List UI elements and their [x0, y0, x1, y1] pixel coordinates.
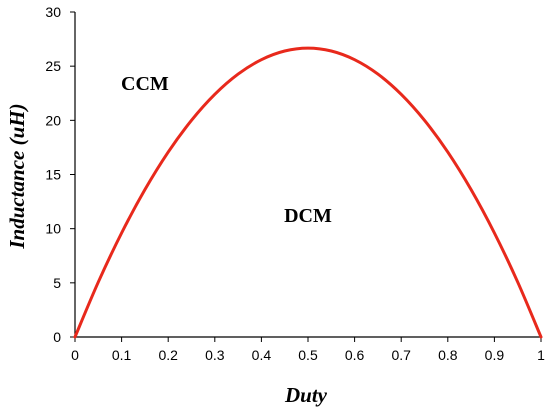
y-ticks-group: 0 5 10 15 20 25 30	[45, 4, 75, 345]
region-label-ccm: CCM	[121, 73, 169, 95]
x-tick-label: 0.2	[158, 347, 178, 363]
y-tick-label: 0	[53, 329, 61, 345]
x-tick-label: 0.5	[298, 347, 318, 363]
x-tick-label: 0.9	[485, 347, 505, 363]
x-tick-label: 0.7	[391, 347, 411, 363]
x-tick-label: 0	[71, 347, 79, 363]
annotation-layer: CCM DCM	[121, 73, 332, 227]
y-axis-title: Inductance (uH)	[5, 103, 29, 249]
region-label-dcm: DCM	[284, 205, 332, 227]
y-tick-label: 20	[45, 112, 61, 128]
y-tick-label: 5	[53, 275, 61, 291]
y-tick-label: 10	[45, 221, 61, 237]
series-layer	[73, 46, 543, 339]
x-tick-label: 0.8	[438, 347, 458, 363]
x-tick-label: 0.6	[345, 347, 365, 363]
x-tick-label: 1	[537, 347, 545, 363]
x-tick-label: 0.4	[252, 347, 272, 363]
y-tick-label: 25	[45, 58, 61, 74]
inductance-curve	[73, 46, 543, 339]
axes-group	[74, 12, 541, 338]
x-tick-label: 0.3	[205, 347, 225, 363]
x-tick-label: 0.1	[112, 347, 132, 363]
y-tick-label: 15	[45, 167, 61, 183]
x-ticks-group: 0 0.1 0.2 0.3 0.4 0.5 0.6 0.7 0.8 0.9 1	[71, 337, 545, 363]
x-axis-title: Duty	[284, 383, 328, 407]
y-tick-label: 30	[45, 4, 61, 20]
